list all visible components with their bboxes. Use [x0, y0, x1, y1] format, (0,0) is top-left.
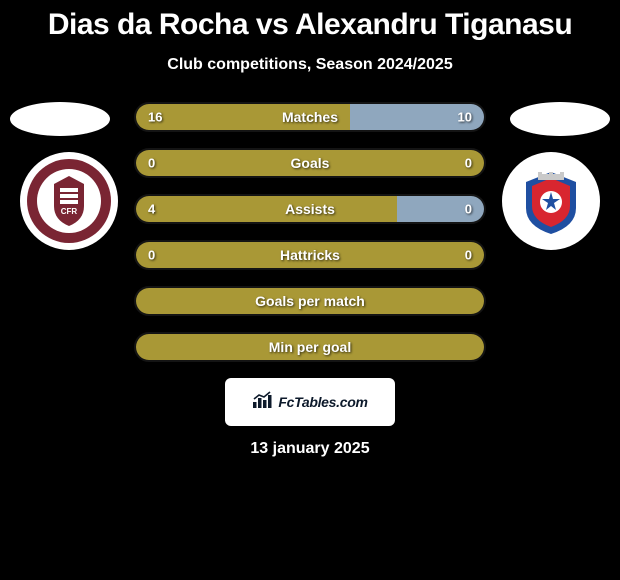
- stat-value-right: 0: [465, 202, 472, 217]
- left-base-ellipse: [10, 102, 110, 136]
- svg-text:CFR: CFR: [61, 207, 78, 216]
- stat-label: Hattricks: [280, 247, 340, 263]
- footer-badge[interactable]: FcTables.com: [225, 378, 395, 426]
- stat-label: Goals per match: [255, 293, 365, 309]
- stat-bar: Assists 4 0: [134, 194, 486, 224]
- date-text: 13 january 2025: [0, 440, 620, 458]
- stat-label: Goals: [291, 155, 330, 171]
- stat-value-right: 0: [465, 248, 472, 263]
- stat-bar: Goals 0 0: [134, 148, 486, 178]
- stat-value-left: 4: [148, 202, 155, 217]
- stat-bar: Min per goal: [134, 332, 486, 362]
- stat-bar: Hattricks 0 0: [134, 240, 486, 270]
- stat-bar: Matches 16 10: [134, 102, 486, 132]
- stat-bar: Goals per match: [134, 286, 486, 316]
- stat-label: Assists: [285, 201, 335, 217]
- stat-value-left: 0: [148, 248, 155, 263]
- stat-value-right: 0: [465, 156, 472, 171]
- stat-value-left: 16: [148, 110, 162, 125]
- stat-value-right: 10: [458, 110, 472, 125]
- comparison-panel: CFR Matches1610Goals00Assists40Hattricks…: [0, 102, 620, 458]
- stat-value-left: 0: [148, 156, 155, 171]
- crest-right-icon: [508, 158, 594, 244]
- page-title: Dias da Rocha vs Alexandru Tiganasu: [0, 0, 620, 42]
- stat-label: Min per goal: [269, 339, 351, 355]
- subtitle: Club competitions, Season 2024/2025: [0, 56, 620, 74]
- stats-bars: Matches1610Goals00Assists40Hattricks00Go…: [134, 102, 486, 362]
- crest-left-icon: CFR: [26, 158, 112, 244]
- chart-icon: [252, 391, 274, 414]
- footer-brand-text: FcTables.com: [278, 394, 367, 410]
- stat-label: Matches: [282, 109, 338, 125]
- right-base-ellipse: [510, 102, 610, 136]
- club-crest-right: [502, 152, 600, 250]
- club-crest-left: CFR: [20, 152, 118, 250]
